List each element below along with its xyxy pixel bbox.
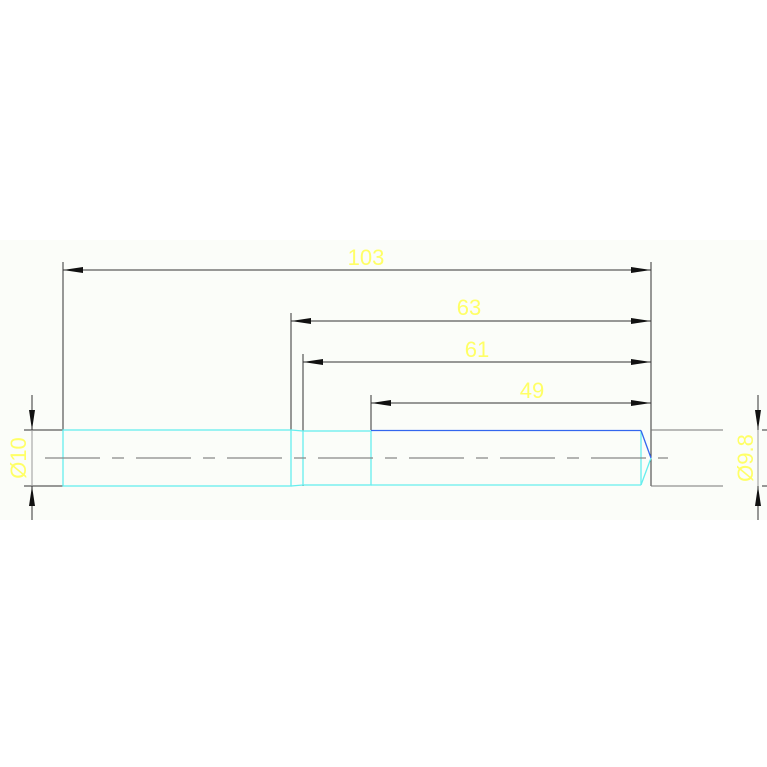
background-band bbox=[0, 240, 767, 520]
dimension-text-dia10: Ø10 bbox=[6, 437, 31, 479]
dimension-text-dia9-8: Ø9.8 bbox=[733, 434, 758, 482]
dimension-text-49: 49 bbox=[520, 378, 544, 403]
extension-lines bbox=[24, 262, 767, 487]
dimension-text-61: 61 bbox=[465, 337, 489, 362]
dimension-text-103: 103 bbox=[348, 245, 385, 270]
dimension-text-63: 63 bbox=[457, 295, 481, 320]
